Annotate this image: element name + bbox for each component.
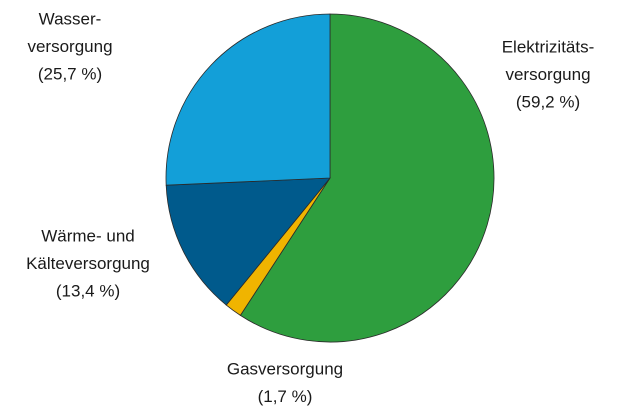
pie-slice (239, 13, 495, 343)
slice-label: Kälteversorgung (26, 254, 150, 273)
value-label: (59,2 %) (516, 92, 580, 111)
value-label: (1,7 %) (258, 387, 313, 406)
slice-label: versorgung (27, 37, 112, 56)
value-label: (13,4 %) (56, 281, 120, 300)
slice-label: versorgung (505, 65, 590, 84)
pie-slice (165, 177, 331, 306)
slice-label: Wasser- (39, 9, 102, 28)
pie-slice (165, 13, 331, 186)
value-label: (25,7 %) (38, 64, 102, 83)
slice-label: Gasversorgung (227, 359, 343, 378)
slice-label: Wärme- und (41, 226, 135, 245)
slice-label: Elektrizitäts- (502, 37, 595, 56)
